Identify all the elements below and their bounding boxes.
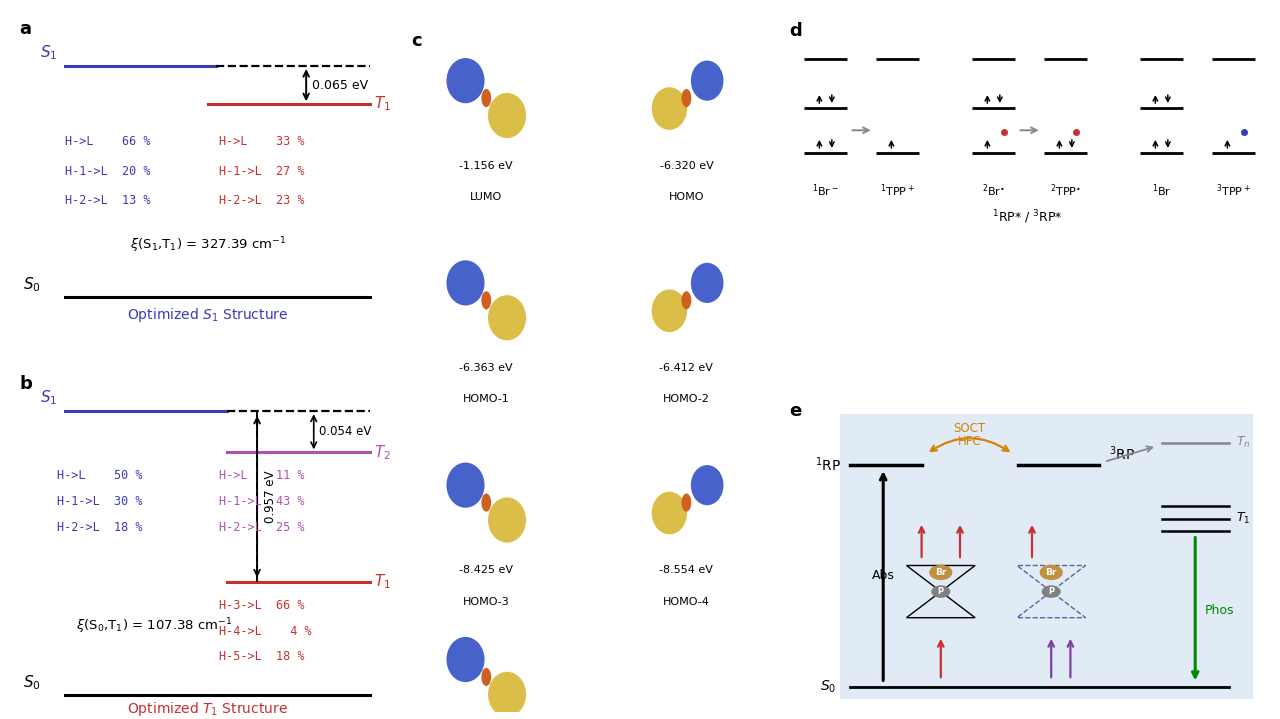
Ellipse shape: [691, 263, 723, 303]
Circle shape: [481, 291, 492, 309]
Ellipse shape: [447, 637, 485, 682]
Text: $S_0$: $S_0$: [820, 678, 836, 695]
Text: $T_1$: $T_1$: [374, 95, 392, 114]
Text: $^1$RP: $^1$RP: [815, 456, 841, 475]
Text: 0.065 eV: 0.065 eV: [312, 78, 367, 91]
Text: -6.363 eV: -6.363 eV: [460, 363, 513, 373]
Text: Optimized $T_1$ Structure: Optimized $T_1$ Structure: [128, 700, 288, 718]
Circle shape: [681, 493, 691, 512]
Text: $T_2$: $T_2$: [374, 443, 392, 462]
Text: HOMO: HOMO: [668, 192, 704, 202]
Text: H-1->L  20 %: H-1->L 20 %: [64, 165, 150, 178]
Ellipse shape: [691, 60, 723, 101]
Circle shape: [1039, 565, 1062, 580]
Text: $^1$Br: $^1$Br: [1152, 183, 1171, 199]
Text: SOCT: SOCT: [954, 422, 986, 435]
Ellipse shape: [488, 93, 526, 138]
Text: c: c: [411, 32, 421, 50]
Text: b: b: [19, 375, 32, 393]
Text: -1.156 eV: -1.156 eV: [460, 161, 513, 171]
Ellipse shape: [488, 296, 526, 340]
Text: -8.554 eV: -8.554 eV: [659, 565, 713, 575]
Circle shape: [681, 291, 691, 309]
Text: P: P: [1048, 587, 1055, 596]
Text: $^1$RP* / $^3$RP*: $^1$RP* / $^3$RP*: [992, 209, 1062, 226]
Text: $T_1$: $T_1$: [1236, 511, 1251, 526]
Text: H->L    50 %: H->L 50 %: [58, 470, 142, 482]
Text: H->L    11 %: H->L 11 %: [219, 470, 305, 482]
Text: H-2->L  18 %: H-2->L 18 %: [58, 521, 142, 533]
Text: Optimized $S_1$ Structure: Optimized $S_1$ Structure: [127, 306, 289, 324]
Text: $S_1$: $S_1$: [40, 43, 58, 62]
Text: $\xi$(S$_1$,T$_1$) = 327.39 cm$^{-1}$: $\xi$(S$_1$,T$_1$) = 327.39 cm$^{-1}$: [129, 235, 287, 255]
Circle shape: [681, 89, 691, 107]
Circle shape: [481, 89, 492, 107]
Text: $^3$RP: $^3$RP: [1108, 445, 1135, 464]
Text: $S_0$: $S_0$: [23, 673, 41, 692]
Text: $S_1$: $S_1$: [40, 388, 58, 407]
Ellipse shape: [447, 462, 485, 508]
FancyBboxPatch shape: [840, 414, 1253, 699]
Text: H-1->L  43 %: H-1->L 43 %: [219, 495, 305, 508]
Ellipse shape: [488, 498, 526, 543]
Ellipse shape: [652, 87, 687, 130]
Text: $T_n$: $T_n$: [1236, 435, 1251, 451]
Text: $^3$TPP$^+$: $^3$TPP$^+$: [1216, 183, 1251, 199]
Text: HFC: HFC: [957, 435, 982, 448]
Text: HOMO-3: HOMO-3: [463, 597, 509, 607]
Text: H->L    66 %: H->L 66 %: [64, 135, 150, 148]
Text: H-3->L  66 %: H-3->L 66 %: [219, 599, 305, 612]
Text: 0.957 eV: 0.957 eV: [264, 470, 276, 523]
Text: H->L    33 %: H->L 33 %: [219, 135, 305, 148]
Text: Br: Br: [936, 568, 946, 577]
Text: H-4->L    4 %: H-4->L 4 %: [219, 625, 312, 638]
Ellipse shape: [447, 58, 485, 104]
Text: $^2$TPP$^{\bullet}$: $^2$TPP$^{\bullet}$: [1050, 183, 1082, 199]
Text: $^1$Br$^-$: $^1$Br$^-$: [813, 183, 838, 199]
Text: H-2->L  25 %: H-2->L 25 %: [219, 521, 305, 533]
Text: H-2->L  23 %: H-2->L 23 %: [219, 194, 305, 207]
Text: -6.412 eV: -6.412 eV: [659, 363, 713, 373]
Text: H-1->L  30 %: H-1->L 30 %: [58, 495, 142, 508]
Ellipse shape: [447, 260, 485, 306]
Ellipse shape: [691, 465, 723, 505]
Text: $T_1$: $T_1$: [374, 572, 392, 592]
Text: H-5->L  18 %: H-5->L 18 %: [219, 650, 305, 664]
Text: $\xi$(S$_0$,T$_1$) = 107.38 cm$^{-1}$: $\xi$(S$_0$,T$_1$) = 107.38 cm$^{-1}$: [76, 616, 232, 636]
Text: LUMO: LUMO: [470, 192, 502, 202]
Circle shape: [929, 565, 952, 580]
Text: Phos: Phos: [1204, 604, 1234, 617]
Text: HOMO-4: HOMO-4: [663, 597, 710, 607]
Ellipse shape: [652, 492, 687, 534]
Text: H-2->L  13 %: H-2->L 13 %: [64, 194, 150, 207]
Circle shape: [481, 493, 492, 512]
Text: 0.054 eV: 0.054 eV: [320, 425, 371, 439]
Circle shape: [481, 668, 492, 686]
Text: -8.425 eV: -8.425 eV: [460, 565, 513, 575]
Circle shape: [932, 585, 950, 598]
Text: $^2$Br$^{\bullet}$: $^2$Br$^{\bullet}$: [982, 183, 1005, 199]
Text: Abs: Abs: [872, 569, 895, 582]
Text: -6.320 eV: -6.320 eV: [659, 161, 713, 171]
Text: Br: Br: [1046, 568, 1057, 577]
Text: $^1$TPP$^+$: $^1$TPP$^+$: [881, 183, 915, 199]
Ellipse shape: [652, 290, 687, 332]
Text: $S_0$: $S_0$: [23, 275, 41, 294]
Text: e: e: [790, 402, 801, 420]
Circle shape: [1042, 585, 1061, 598]
Text: H-1->L  27 %: H-1->L 27 %: [219, 165, 305, 178]
Ellipse shape: [488, 672, 526, 717]
Text: HOMO-1: HOMO-1: [463, 395, 509, 405]
Text: d: d: [790, 22, 803, 40]
Text: P: P: [938, 587, 943, 596]
Text: a: a: [19, 19, 31, 37]
Text: HOMO-2: HOMO-2: [663, 395, 710, 405]
